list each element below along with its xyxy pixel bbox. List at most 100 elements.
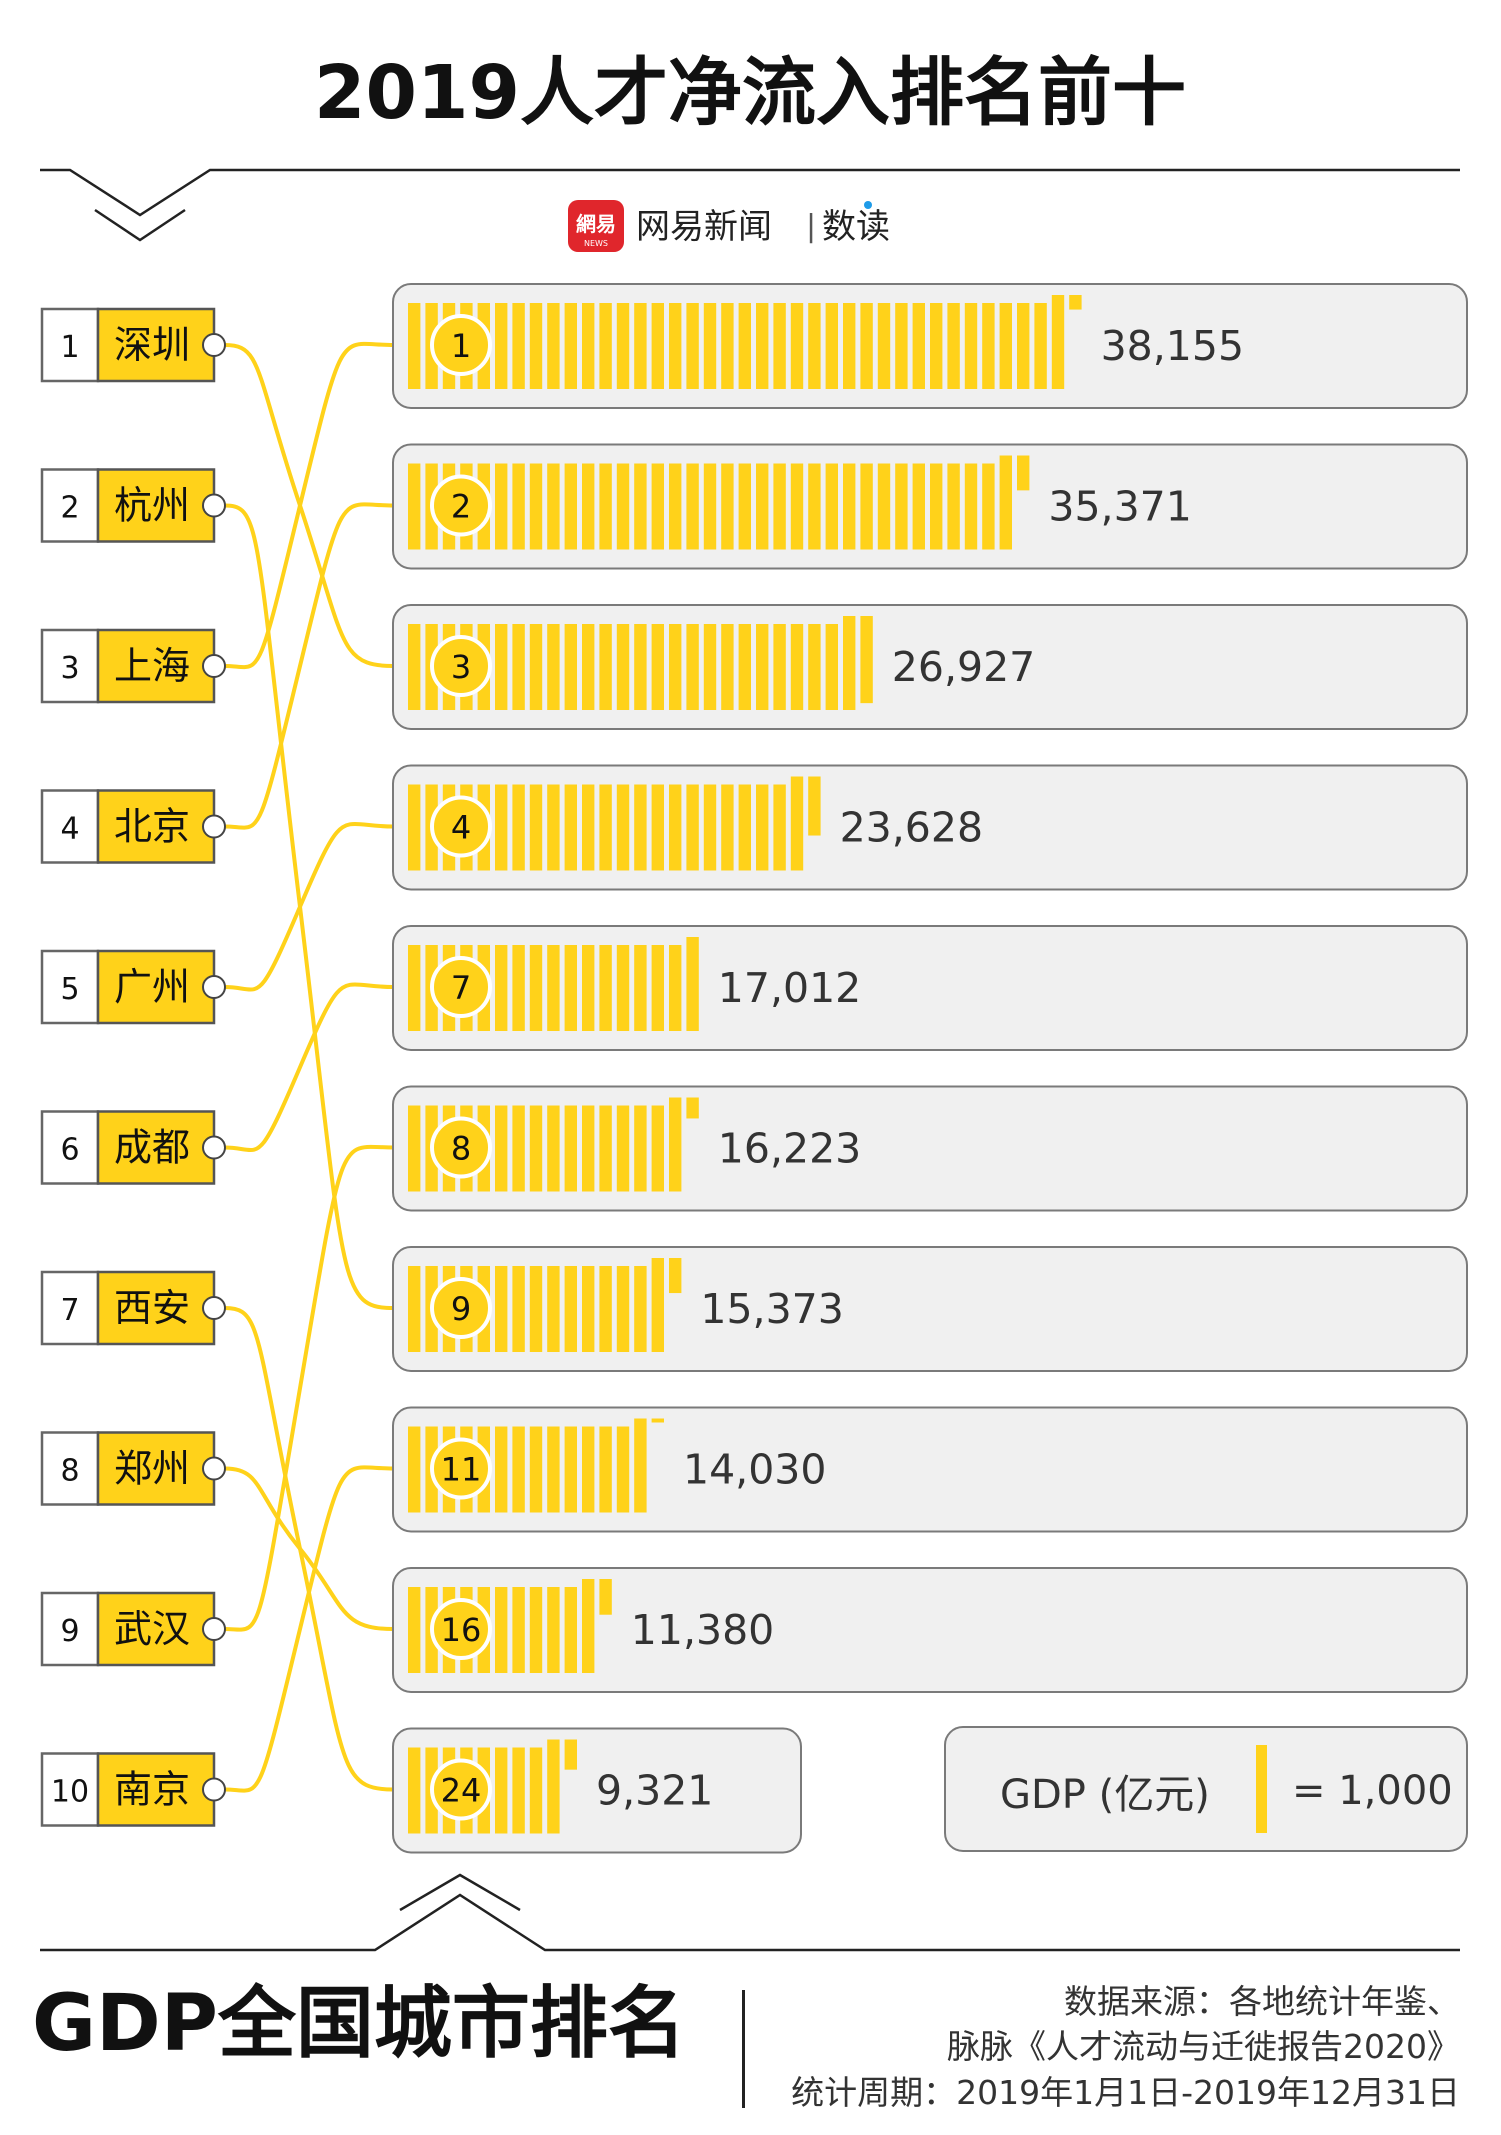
gdp-unit-bar (947, 303, 960, 389)
gdp-unit-bar (529, 624, 543, 710)
gdp-unit-bar (564, 303, 577, 389)
gdp-unit-bar (547, 463, 560, 550)
gdp-unit-bar (738, 463, 751, 550)
gdp-unit-bar (703, 303, 717, 389)
gdp-unit-bar (686, 463, 699, 550)
gdp-row: 3 26,927 (392, 604, 1468, 730)
gdp-unit-bar (495, 463, 508, 550)
gdp-unit-bar (616, 624, 630, 710)
legend-unit-bar (1256, 1745, 1267, 1833)
gdp-partial-bar (808, 776, 821, 836)
gdp-unit-bar (669, 463, 682, 550)
connector-line (224, 982, 394, 1153)
gdp-rank-badge (430, 635, 492, 697)
gdp-unit-bar (599, 784, 612, 871)
gdp-unit-bar (564, 1426, 577, 1513)
gdp-unit-bar (651, 463, 664, 550)
connector-lines (224, 341, 394, 1793)
gdp-unit-bar (773, 784, 786, 871)
talent-rank-box (40, 628, 100, 704)
gdp-unit-bar (495, 624, 508, 710)
gdp-unit-bar (599, 1105, 612, 1192)
gdp-unit-bar (669, 303, 682, 389)
gdp-unit-bar (564, 784, 577, 871)
talent-rank-box (40, 1591, 100, 1667)
talent-rank-number: 9 (60, 1614, 79, 1649)
gdp-unit-bar (599, 463, 612, 550)
gdp-unit-bar (964, 463, 978, 550)
gdp-partial-bar (599, 1579, 612, 1615)
gdp-value-label: 23,628 (840, 804, 983, 852)
gdp-unit-bar (790, 463, 804, 550)
gdp-unit-bar (843, 463, 856, 550)
gdp-unit-bar (634, 303, 647, 389)
talent-rank-number: 3 (60, 651, 79, 686)
legend-panel (944, 1726, 1468, 1852)
talent-city-name: 郑州 (114, 1447, 190, 1491)
gdp-unit-bar (564, 1105, 577, 1192)
gdp-unit-bar (651, 1258, 664, 1352)
connector-node (202, 493, 226, 518)
gdp-unit-bar (495, 1266, 508, 1352)
gdp-unit-bar (408, 1105, 421, 1192)
talent-rank-box (40, 307, 100, 383)
gdp-unit-bar (1017, 303, 1030, 389)
gdp-rank-badge (430, 474, 492, 537)
gdp-unit-bar (756, 463, 769, 550)
gdp-unit-bar (790, 776, 804, 871)
gdp-unit-bar (512, 303, 525, 389)
gdp-value-label: 38,155 (1101, 322, 1244, 370)
talent-rank-number: 7 (60, 1293, 79, 1328)
gdp-unit-bar (529, 463, 543, 550)
gdp-value-label: 35,371 (1048, 483, 1191, 531)
gdp-unit-bar (529, 1747, 543, 1834)
gdp-partial-bar (651, 1418, 664, 1423)
connector-node (202, 975, 226, 999)
gdp-unit-bar (582, 1105, 595, 1192)
gdp-unit-bar (634, 463, 647, 550)
gdp-unit-bar (564, 1587, 577, 1673)
talent-rank-number: 1 (60, 330, 79, 365)
connector-line (224, 341, 394, 670)
gdp-partial-bar (1069, 295, 1082, 310)
connector-line (224, 502, 394, 830)
talent-city-box (96, 949, 216, 1025)
gdp-unit-bar (860, 303, 873, 389)
talent-city-box (96, 628, 216, 704)
gdp-unit-bar (790, 624, 804, 710)
gdp-unit-bar (547, 1266, 560, 1352)
gdp-rank-label: 9 (451, 1290, 471, 1328)
gdp-value-label: 9,321 (596, 1767, 713, 1815)
connector-node (202, 1617, 226, 1641)
gdp-rank-badge (430, 1277, 492, 1339)
talent-row: 2 杭州 (40, 468, 226, 543)
gdp-unit-bar (756, 303, 769, 389)
gdp-unit-bar (651, 1105, 664, 1192)
connector-node (202, 654, 226, 678)
gdp-row: 1 38,155 (392, 283, 1468, 409)
talent-city-name: 西安 (114, 1286, 190, 1330)
gdp-unit-bar (738, 784, 751, 871)
gdp-unit-bar (408, 303, 421, 389)
gdp-value-label: 26,927 (892, 643, 1035, 691)
gdp-unit-bar (547, 1105, 560, 1192)
gdp-unit-bar (408, 624, 421, 710)
gdp-unit-bar (599, 945, 612, 1031)
gdp-unit-bar (686, 784, 699, 871)
gdp-rank-badge (430, 1437, 492, 1500)
page-title: 2019人才净流入排名前十 (314, 50, 1186, 136)
bottom-divider (40, 1893, 1460, 1952)
legend: GDP (亿元) = 1,000 (944, 1726, 1468, 1852)
talent-row: 8 郑州 (40, 1431, 226, 1506)
talent-rank-box (40, 789, 100, 864)
gdp-partial-bar (564, 1739, 577, 1770)
gdp-unit-bar (982, 303, 995, 389)
gdp-unit-bar (686, 303, 699, 389)
gdp-unit-bar (564, 1266, 577, 1352)
gdp-unit-bar (408, 1587, 421, 1673)
gdp-unit-bar (634, 945, 647, 1031)
gdp-unit-bar (703, 784, 717, 871)
gdp-unit-bar (964, 303, 978, 389)
